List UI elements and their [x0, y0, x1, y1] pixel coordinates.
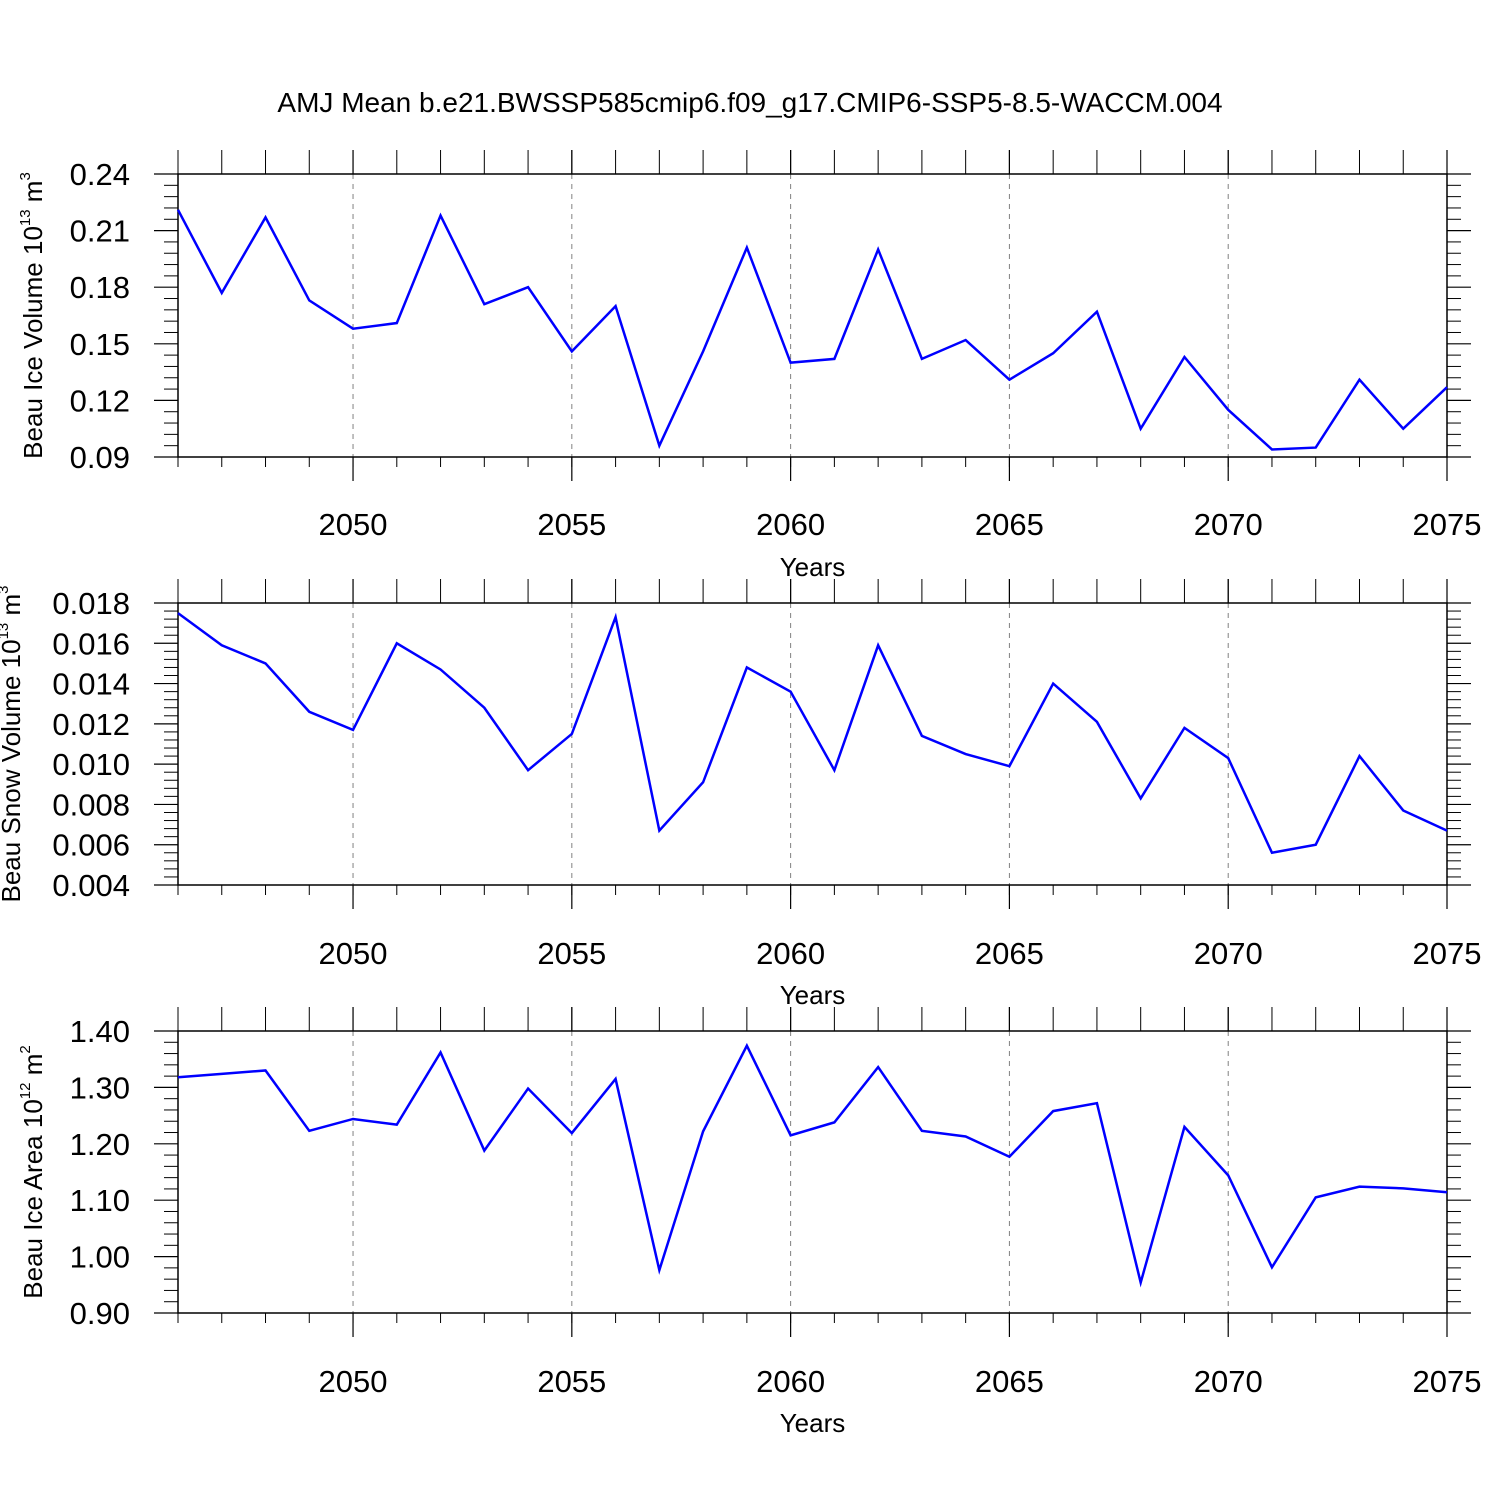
y-tick-label: 0.12: [70, 383, 130, 418]
y-tick-label: 1.20: [70, 1127, 130, 1162]
series-line: [177, 612, 1448, 855]
x-tick-label: 2050: [319, 507, 388, 542]
y-tick-label: 0.018: [52, 586, 130, 621]
chart-panel-3: 0.90 1.00 1.10 1.20 1.30 1.40 2050 2055 2060 2065…: [17, 1007, 1481, 1438]
y-tick-label: 1.40: [70, 1014, 130, 1049]
x-tick-label: 2065: [975, 936, 1044, 971]
x-tick-label: 2065: [975, 507, 1044, 542]
x-tick-label: 2050: [319, 936, 388, 971]
y-tick-label: 0.18: [70, 270, 130, 305]
y-tick-label: 0.008: [52, 787, 130, 822]
x-tick-label: 2055: [537, 936, 606, 971]
y-tick-label: 0.012: [52, 707, 130, 742]
x-tick-label: 2060: [756, 1364, 825, 1399]
x-tick-label: 2050: [319, 1364, 388, 1399]
x-tick-label: 2065: [975, 1364, 1044, 1399]
figure-title: AMJ Mean b.e21.BWSSP585cmip6.f09_g17.CMI…: [277, 87, 1222, 118]
y-axis-label: Beau Snow Volume 1013 m3: [0, 586, 26, 903]
x-axis-label: Years: [780, 552, 846, 582]
x-tick-label: 2055: [537, 1364, 606, 1399]
x-tick-label: 2070: [1194, 1364, 1263, 1399]
plot-frame: [177, 173, 1448, 458]
x-tick-label: 2070: [1194, 936, 1263, 971]
x-tick-label: 2060: [756, 936, 825, 971]
y-tick-label: 0.90: [70, 1296, 130, 1331]
y-tick-label: 0.004: [52, 868, 130, 903]
y-axis-label: Beau Ice Volume 1013 m3: [17, 172, 48, 459]
plot-frame: [177, 602, 1448, 886]
y-tick-label: 0.15: [70, 327, 130, 362]
y-tick-label: 1.30: [70, 1070, 130, 1105]
chart-panel-2: 0.004 0.006 0.008 0.010 0.012 0.014 0.016 0.018…: [0, 579, 1481, 1010]
y-tick-label: 0.09: [70, 440, 130, 475]
y-tick-label: 1.10: [70, 1183, 130, 1218]
x-tick-label: 2055: [537, 507, 606, 542]
series-line: [176, 209, 1448, 451]
series-line: [177, 1042, 1448, 1288]
x-tick-label: 2075: [1413, 1364, 1482, 1399]
x-tick-label: 2060: [756, 507, 825, 542]
y-tick-label: 0.006: [52, 828, 130, 863]
y-tick-label: 0.014: [52, 667, 130, 702]
x-tick-label: 2075: [1413, 936, 1482, 971]
y-tick-label: 0.010: [52, 747, 130, 782]
y-tick-label: 1.00: [70, 1240, 130, 1275]
x-axis-label: Years: [780, 980, 846, 1010]
y-axis-label: Beau Ice Area 1012 m2: [17, 1045, 48, 1298]
y-tick-label: 0.21: [70, 214, 130, 249]
plot-frame: [177, 1030, 1448, 1314]
x-axis-label: Years: [780, 1408, 846, 1438]
chart-panel-1: 0.09 0.12 0.15 0.18 0.21 0.24 2050 2055 2060 2065…: [17, 150, 1481, 582]
x-tick-label: 2075: [1413, 507, 1482, 542]
y-tick-label: 0.016: [52, 626, 130, 661]
y-tick-label: 0.24: [70, 157, 130, 192]
x-tick-label: 2070: [1194, 507, 1263, 542]
